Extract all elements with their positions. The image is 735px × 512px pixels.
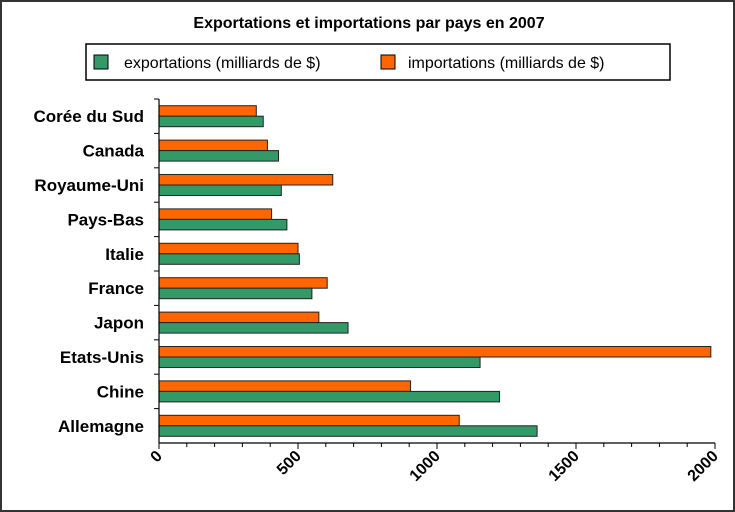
legend-label-imports: importations (milliards de $) [408, 55, 605, 72]
x-tick-label: 0 [148, 448, 166, 466]
bar-export [158, 218, 288, 231]
category-label: Canada [83, 142, 145, 161]
bar-export [158, 115, 264, 128]
bar-export [158, 356, 481, 368]
bar-export [158, 425, 538, 437]
bar-import [158, 277, 328, 289]
bar-import [158, 311, 320, 324]
category-label: France [88, 279, 144, 298]
bar-export [158, 184, 282, 196]
bar-import [158, 346, 712, 358]
category-label: Pays-Bas [67, 210, 144, 229]
legend-swatch-exports [93, 54, 109, 70]
category-label: Etats-Unis [60, 348, 144, 367]
bar-import [158, 242, 299, 255]
bar-export [158, 253, 300, 265]
category-label: Royaume-Uni [34, 176, 144, 195]
x-tick-label: 500 [274, 448, 305, 479]
legend: exportations (milliards de $) importatio… [85, 43, 671, 81]
legend-swatch-imports [380, 54, 396, 70]
category-label: Allemagne [58, 417, 144, 436]
x-tick-label: 1000 [407, 448, 444, 485]
legend-label-exports: exportations (milliards de $) [124, 55, 321, 72]
chart-title: Exportations et importations par pays en… [193, 15, 544, 32]
bar-export [158, 390, 501, 403]
bar-export [158, 150, 280, 162]
x-tick-label: 1500 [546, 448, 583, 485]
bar-import [158, 414, 460, 427]
category-label: Chine [97, 382, 144, 401]
bar-import [158, 174, 334, 186]
bar-import [158, 105, 257, 117]
bar-import [158, 139, 268, 152]
category-label: Corée du Sud [33, 107, 144, 126]
bar-import [158, 208, 273, 220]
category-label: Japon [94, 314, 144, 333]
legend-box [85, 43, 671, 81]
bar-export [158, 322, 349, 334]
bar-import [158, 380, 412, 392]
category-label: Italie [105, 245, 144, 264]
x-tick-label: 2000 [685, 448, 722, 485]
bar-export [158, 287, 313, 300]
